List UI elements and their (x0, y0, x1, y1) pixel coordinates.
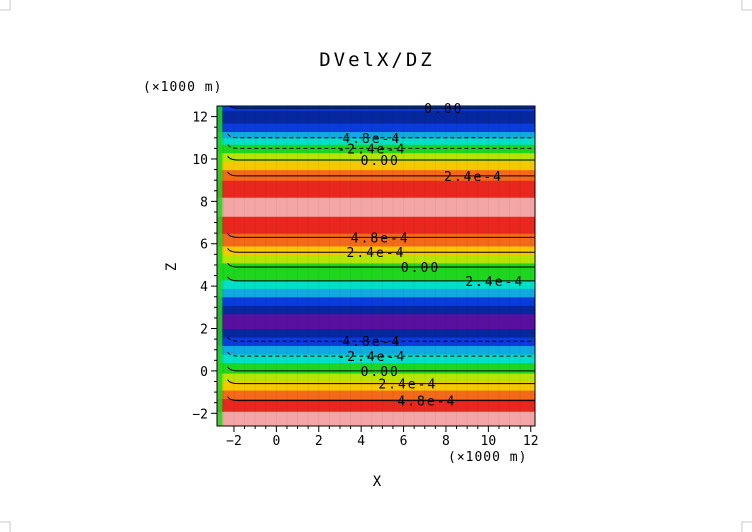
color-band (217, 288, 535, 298)
contour-label: 4.8e-4 (351, 231, 410, 246)
color-band (217, 254, 535, 264)
axes: −2 0 2 4 6 8 10 12 −2 0 2 4 6 8 10 12 (192, 111, 538, 449)
y-axis-unit: (×1000 m) (143, 80, 222, 95)
x-tick-label: 6 (400, 434, 408, 449)
color-band (217, 279, 535, 289)
contour-line (227, 351, 535, 357)
y-tick-label: 4 (200, 280, 208, 295)
contour-label: -2.4e-4 (337, 142, 406, 157)
color-band (217, 389, 535, 400)
crop-mark-top-left (0, 0, 11, 11)
x-tick-label: 4 (357, 434, 365, 449)
color-band (217, 233, 535, 247)
plot-area (217, 106, 535, 426)
color-band (217, 345, 535, 355)
y-tick-label: 10 (192, 153, 208, 168)
contour-line (227, 171, 535, 177)
boundary-strip (217, 106, 223, 426)
contour-line (227, 233, 535, 238)
contour-label: -2.4e-4 (337, 350, 406, 365)
color-band (217, 152, 535, 162)
contour-label: 0.00 (424, 102, 463, 117)
color-band (217, 161, 535, 171)
contour-line (227, 379, 535, 385)
color-band (217, 137, 535, 145)
color-band (217, 296, 535, 306)
color-band (217, 373, 535, 383)
contour-line (227, 396, 535, 402)
contour-label: 4.8e-4 (397, 395, 456, 410)
color-band (217, 197, 535, 217)
contour-line (227, 247, 535, 253)
plot-frame (216, 105, 536, 427)
chart-title: DVelX/DZ (319, 49, 435, 71)
contour-label: 4.8e-4 (342, 335, 401, 350)
contour-line (227, 366, 535, 372)
contour-label: 4.8e-4 (342, 132, 401, 147)
color-band (217, 131, 535, 139)
contour-line (228, 106, 535, 109)
y-axis-label: Z (164, 263, 180, 271)
x-tick-label: 8 (442, 434, 450, 449)
color-band (217, 381, 535, 391)
color-band (217, 169, 535, 181)
contour-line (227, 155, 535, 161)
color-band (217, 122, 535, 133)
color-band (217, 353, 535, 364)
y-tick-label: 0 (200, 365, 208, 380)
x-axis-unit: (×1000 m) (448, 450, 527, 465)
contour-label: 2.4e-4 (465, 275, 524, 290)
crop-mark-top-right (741, 0, 752, 11)
contour-line (227, 144, 535, 149)
color-band (217, 305, 535, 315)
color-band (217, 180, 535, 198)
x-tick-label: 0 (272, 434, 280, 449)
contour-line (227, 276, 535, 282)
contour-line (227, 336, 535, 342)
color-band (217, 245, 535, 255)
x-tick-label: 2 (315, 434, 323, 449)
contour-label: 0.00 (361, 154, 400, 169)
color-band (217, 216, 535, 234)
color-band (217, 411, 535, 426)
color-band (217, 328, 535, 338)
contour-label: 0.00 (361, 365, 400, 380)
y-tick-label: 8 (200, 195, 208, 210)
contour-line (227, 133, 535, 139)
x-tick-label: −2 (226, 434, 242, 449)
x-axis-label: X (373, 474, 382, 490)
color-band (217, 313, 535, 330)
crop-mark-bottom-left (0, 521, 11, 532)
color-band (217, 110, 535, 124)
x-tick-label: 12 (523, 434, 539, 449)
contour-line (227, 262, 535, 268)
contour-label: 0.00 (401, 261, 440, 276)
y-tick-label: 2 (200, 323, 208, 338)
color-band (217, 362, 535, 374)
color-band (217, 398, 535, 412)
crop-mark-bottom-right (741, 521, 752, 532)
x-tick-label: 10 (481, 434, 497, 449)
y-tick-label: 12 (192, 111, 208, 126)
contour-label: 2.4e-4 (378, 378, 437, 393)
y-tick-label: 6 (200, 238, 208, 253)
y-tick-label: −2 (192, 407, 208, 422)
contour-label: 2.4e-4 (347, 246, 406, 261)
contour-label: 2.4e-4 (444, 170, 503, 185)
